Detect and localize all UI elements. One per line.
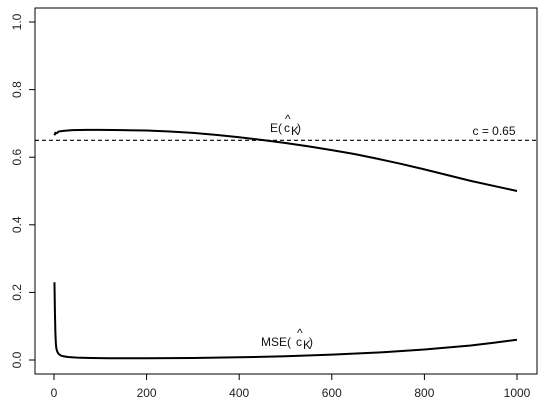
x-axis: 0 200 400 600 800 1000 <box>51 373 531 400</box>
expectation-subscript: K <box>291 124 299 138</box>
y-tick-label: 0.8 <box>10 81 24 98</box>
series-line-expectation <box>53 128 518 192</box>
mse-prefix: MSE( <box>261 335 291 349</box>
x-tick-label: 400 <box>229 386 249 400</box>
expectation-symbol: c <box>284 121 290 135</box>
y-tick-label: 0.0 <box>10 351 24 368</box>
reference-line-label: c = 0.65 <box>472 124 515 138</box>
expectation-close: ) <box>297 121 301 135</box>
mse-subscript: K <box>303 338 311 352</box>
mse-annotation: MSE( ^ c K ) <box>261 326 313 352</box>
expectation-prefix: E( <box>270 121 282 135</box>
mse-hat: ^ <box>297 326 303 340</box>
y-tick-label: 0.2 <box>10 284 24 301</box>
series-line-mse <box>53 282 518 360</box>
plot-frame <box>34 7 538 375</box>
x-tick-label: 600 <box>322 386 342 400</box>
y-tick-label: 0.6 <box>10 149 24 166</box>
mse-close: ) <box>309 335 313 349</box>
y-tick-label: 1.0 <box>10 13 24 30</box>
expectation-hat: ^ <box>285 112 291 126</box>
y-tick-label: 0.4 <box>10 216 24 233</box>
x-tick-label: 800 <box>414 386 434 400</box>
y-axis: 0.0 0.2 0.4 0.6 0.8 1.0 <box>10 13 36 368</box>
x-tick-label: 1000 <box>504 386 531 400</box>
mse-symbol: c <box>296 335 302 349</box>
x-tick-label: 200 <box>137 386 157 400</box>
expectation-annotation: E( ^ c K ) <box>270 112 301 138</box>
x-tick-label: 0 <box>51 386 58 400</box>
